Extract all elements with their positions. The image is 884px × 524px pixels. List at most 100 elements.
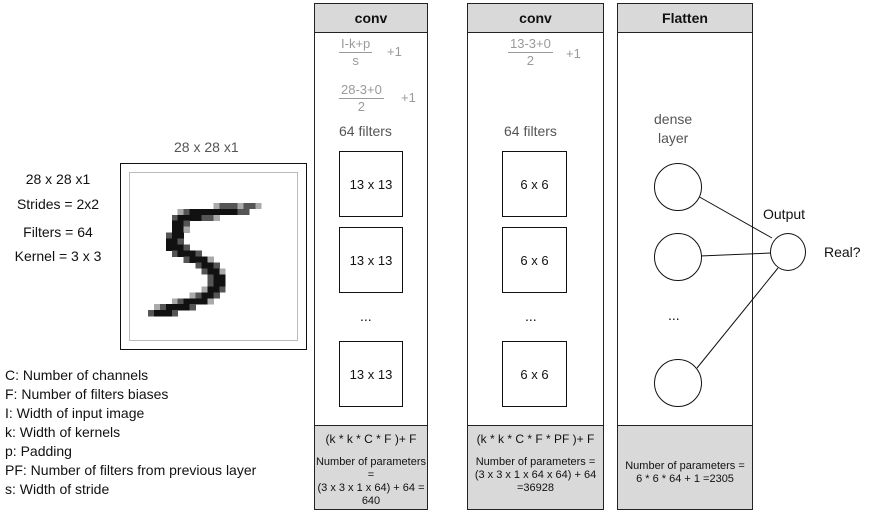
digit-pixel: [213, 262, 220, 269]
digit-pixel: [213, 292, 220, 299]
output-result-label: Real?: [824, 244, 861, 260]
digit-pixel: [189, 214, 196, 222]
legend-item: s: Width of stride: [5, 481, 110, 497]
digit-pixel: [207, 208, 214, 216]
digit-pixel: [201, 286, 208, 293]
digit-pixel: [195, 292, 202, 299]
digit-pixel: [189, 208, 196, 216]
output-neuron: [770, 233, 806, 271]
legend-item: I: Width of input image: [5, 405, 145, 421]
digit-pixel: [195, 256, 202, 263]
legend-item: k: Width of kernels: [5, 424, 121, 440]
digit-pixel: [195, 298, 202, 305]
input-param-size: 28 x 28 x1: [25, 171, 91, 187]
input-digit-canvas: [129, 172, 298, 341]
digit-pixel: [195, 250, 202, 257]
conv1-column: conv I-k+p s +1 28-3+0 2 +1 64 filters 1…: [314, 3, 428, 510]
digit-pixel: [177, 244, 184, 251]
digit-pixel: [183, 298, 190, 305]
formula-numerator: 13-3+0: [508, 36, 553, 53]
digit-pixel: [165, 238, 173, 245]
conv2-filters-label: 64 filters: [504, 123, 557, 139]
param-line: =36928: [516, 482, 554, 494]
dense-neuron: [654, 233, 702, 281]
param-line: (3 x 3 x 1 x 64 x 64) + 64: [474, 469, 597, 481]
digit-pixel: [201, 262, 208, 269]
digit-pixel: [165, 244, 173, 251]
conv2-footer: (k * k * C * F * PF )+ F Number of param…: [468, 425, 603, 509]
output-label: Output: [763, 206, 806, 222]
digit-pixel: [201, 256, 208, 263]
digit-pixel: [207, 286, 214, 293]
digit-pixel: [177, 250, 184, 257]
legend-item: p: Padding: [5, 443, 72, 459]
digit-pixel: [177, 220, 184, 227]
digit-pixel: [183, 214, 190, 222]
digit-pixel: [213, 274, 220, 281]
digit-pixel: [207, 262, 214, 269]
digit-pixel: [231, 208, 238, 216]
digit-five-icon: [147, 202, 262, 317]
digit-pixel: [243, 202, 250, 210]
conv1-header: conv: [315, 4, 427, 33]
conv2-feature-map: 6 x 6: [502, 151, 567, 217]
formula-plus-one: +1: [401, 90, 416, 105]
legend-item: PF: Number of filters from previous laye…: [5, 462, 257, 478]
conv1-formula-general: I-k+p s: [339, 36, 373, 69]
digit-pixel: [183, 220, 190, 227]
digit-pixel: [207, 280, 214, 287]
digit-pixel: [165, 232, 173, 239]
param-line: 640: [361, 495, 381, 507]
param-line: Number of parameters =: [475, 456, 596, 468]
digit-pixel: [177, 298, 184, 305]
digit-pixel: [183, 226, 190, 233]
digit-pixel: [213, 202, 220, 210]
input-image-title: 28 x 28 x1: [174, 139, 239, 155]
dense-neuron: [654, 359, 702, 407]
flatten-column: Flatten dense layer ... Number of parame…: [617, 3, 753, 510]
flatten-param-count: Number of parameters = 6 * 6 * 64 + 1 =2…: [618, 460, 752, 486]
conv1-feature-map: 13 x 13: [339, 151, 403, 217]
digit-pixel: [159, 310, 167, 317]
formula-denominator: 2: [526, 53, 535, 68]
input-digit-image: [120, 163, 307, 350]
param-line: Number of parameters =: [625, 460, 745, 472]
digit-pixel: [213, 280, 220, 287]
digit-pixel: [195, 208, 202, 216]
conv2-formula-values: 13-3+0 2: [508, 36, 553, 69]
digit-pixel: [201, 298, 208, 305]
digit-pixel: [219, 280, 226, 287]
digit-pixel: [183, 244, 190, 251]
digit-pixel: [219, 268, 226, 275]
digit-pixel: [207, 268, 214, 275]
digit-pixel: [171, 304, 179, 311]
conv1-more-maps: ...: [360, 308, 372, 324]
digit-pixel: [177, 226, 184, 233]
conv1-feature-map: 13 x 13: [339, 341, 403, 407]
digit-pixel: [159, 304, 167, 311]
digit-pixel: [243, 208, 250, 216]
flatten-header: Flatten: [618, 4, 752, 33]
digit-pixel: [195, 214, 202, 222]
formula-plus-one: +1: [387, 44, 402, 59]
digit-pixel: [237, 208, 244, 216]
conv2-column: conv 13-3+0 2 +1 64 filters 6 x 6 6 x 6 …: [467, 3, 604, 510]
param-line: (3 x 3 x 1 x 64) + 64 =: [317, 482, 425, 494]
conv1-filters-label: 64 filters: [339, 123, 392, 139]
digit-pixel: [207, 298, 214, 305]
digit-pixel: [177, 304, 184, 311]
formula-denominator: s: [352, 53, 359, 68]
digit-pixel: [213, 286, 220, 293]
input-param-kernel: Kernel = 3 x 3: [14, 248, 102, 264]
digit-pixel: [231, 202, 238, 210]
digit-pixel: [213, 268, 220, 275]
formula-denominator: 2: [357, 99, 366, 114]
conv1-param-count: Number of parameters = (3 x 3 x 1 x 64) …: [315, 456, 427, 508]
digit-pixel: [255, 202, 262, 210]
dense-layer-label-line1: dense: [654, 111, 693, 127]
conv2-feature-map: 6 x 6: [502, 341, 567, 407]
digit-pixel: [237, 202, 244, 210]
digit-pixel: [219, 274, 226, 281]
param-line: Number of parameters =: [315, 456, 427, 481]
conv2-param-count: Number of parameters = (3 x 3 x 1 x 64 x…: [468, 456, 603, 495]
